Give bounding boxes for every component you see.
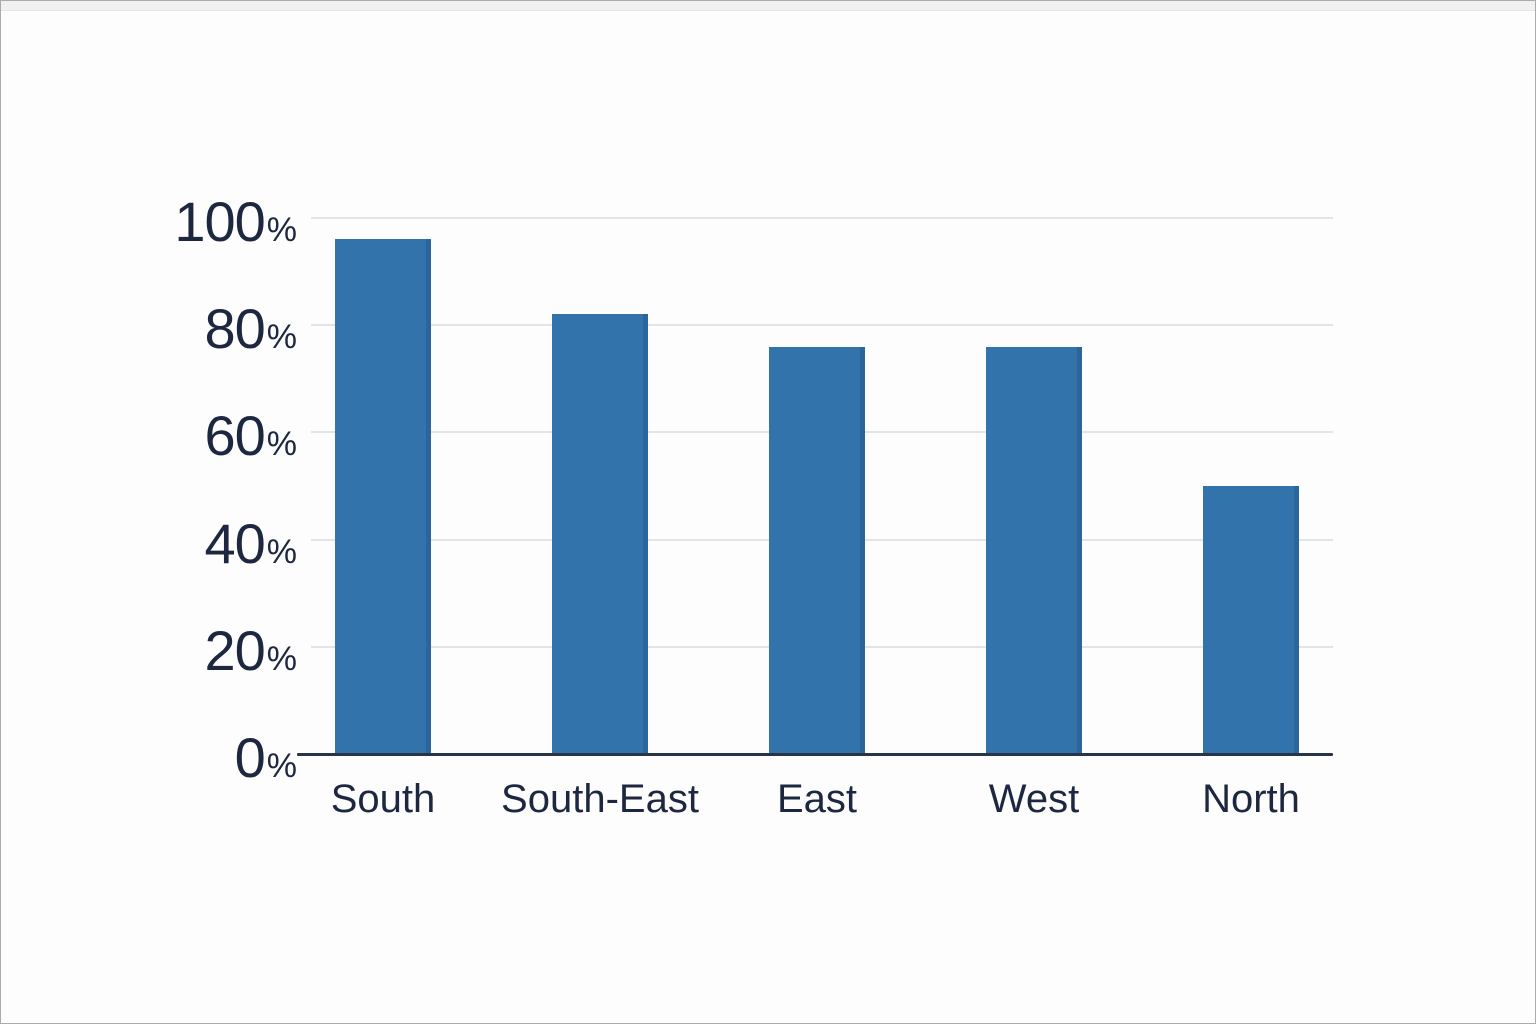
y-tick-label-60: 60%: [204, 408, 297, 464]
y-tick-label-0: 0%: [235, 730, 297, 786]
bar-west: [986, 346, 1082, 754]
y-tick-value: 60: [204, 404, 265, 468]
percent-sign: %: [266, 211, 297, 249]
percent-sign: %: [266, 318, 297, 357]
percent-sign: %: [266, 639, 297, 678]
percent-sign: %: [266, 425, 297, 464]
x-tick-label-east: East: [776, 777, 858, 821]
x-axis-line: [297, 753, 1333, 756]
bar-east: [769, 346, 865, 754]
y-tick-label-80: 80%: [204, 301, 297, 357]
y-tick-label-20: 20%: [204, 622, 297, 679]
gridline-100: [311, 217, 1333, 219]
x-tick-label-south: South: [330, 777, 436, 821]
y-tick-value: 40: [204, 511, 265, 575]
percent-sign: %: [266, 747, 297, 785]
bar-north: [1203, 486, 1299, 754]
y-tick-value: 0: [234, 726, 266, 789]
window-top-edge: [1, 1, 1535, 11]
y-tick-value: 100: [174, 190, 265, 253]
y-tick-label-100: 100%: [174, 194, 297, 250]
x-tick-label-west: West: [988, 777, 1080, 821]
y-tick-label-40: 40%: [204, 515, 297, 572]
bar-south: [335, 239, 431, 754]
y-tick-value: 80: [204, 297, 265, 361]
bar-south-east: [552, 314, 648, 754]
percent-sign: %: [266, 532, 297, 571]
gridline-80: [311, 324, 1333, 327]
y-tick-value: 20: [204, 618, 265, 682]
x-tick-label-south-east: South-East: [501, 777, 699, 821]
x-tick-label-north: North: [1202, 777, 1300, 821]
